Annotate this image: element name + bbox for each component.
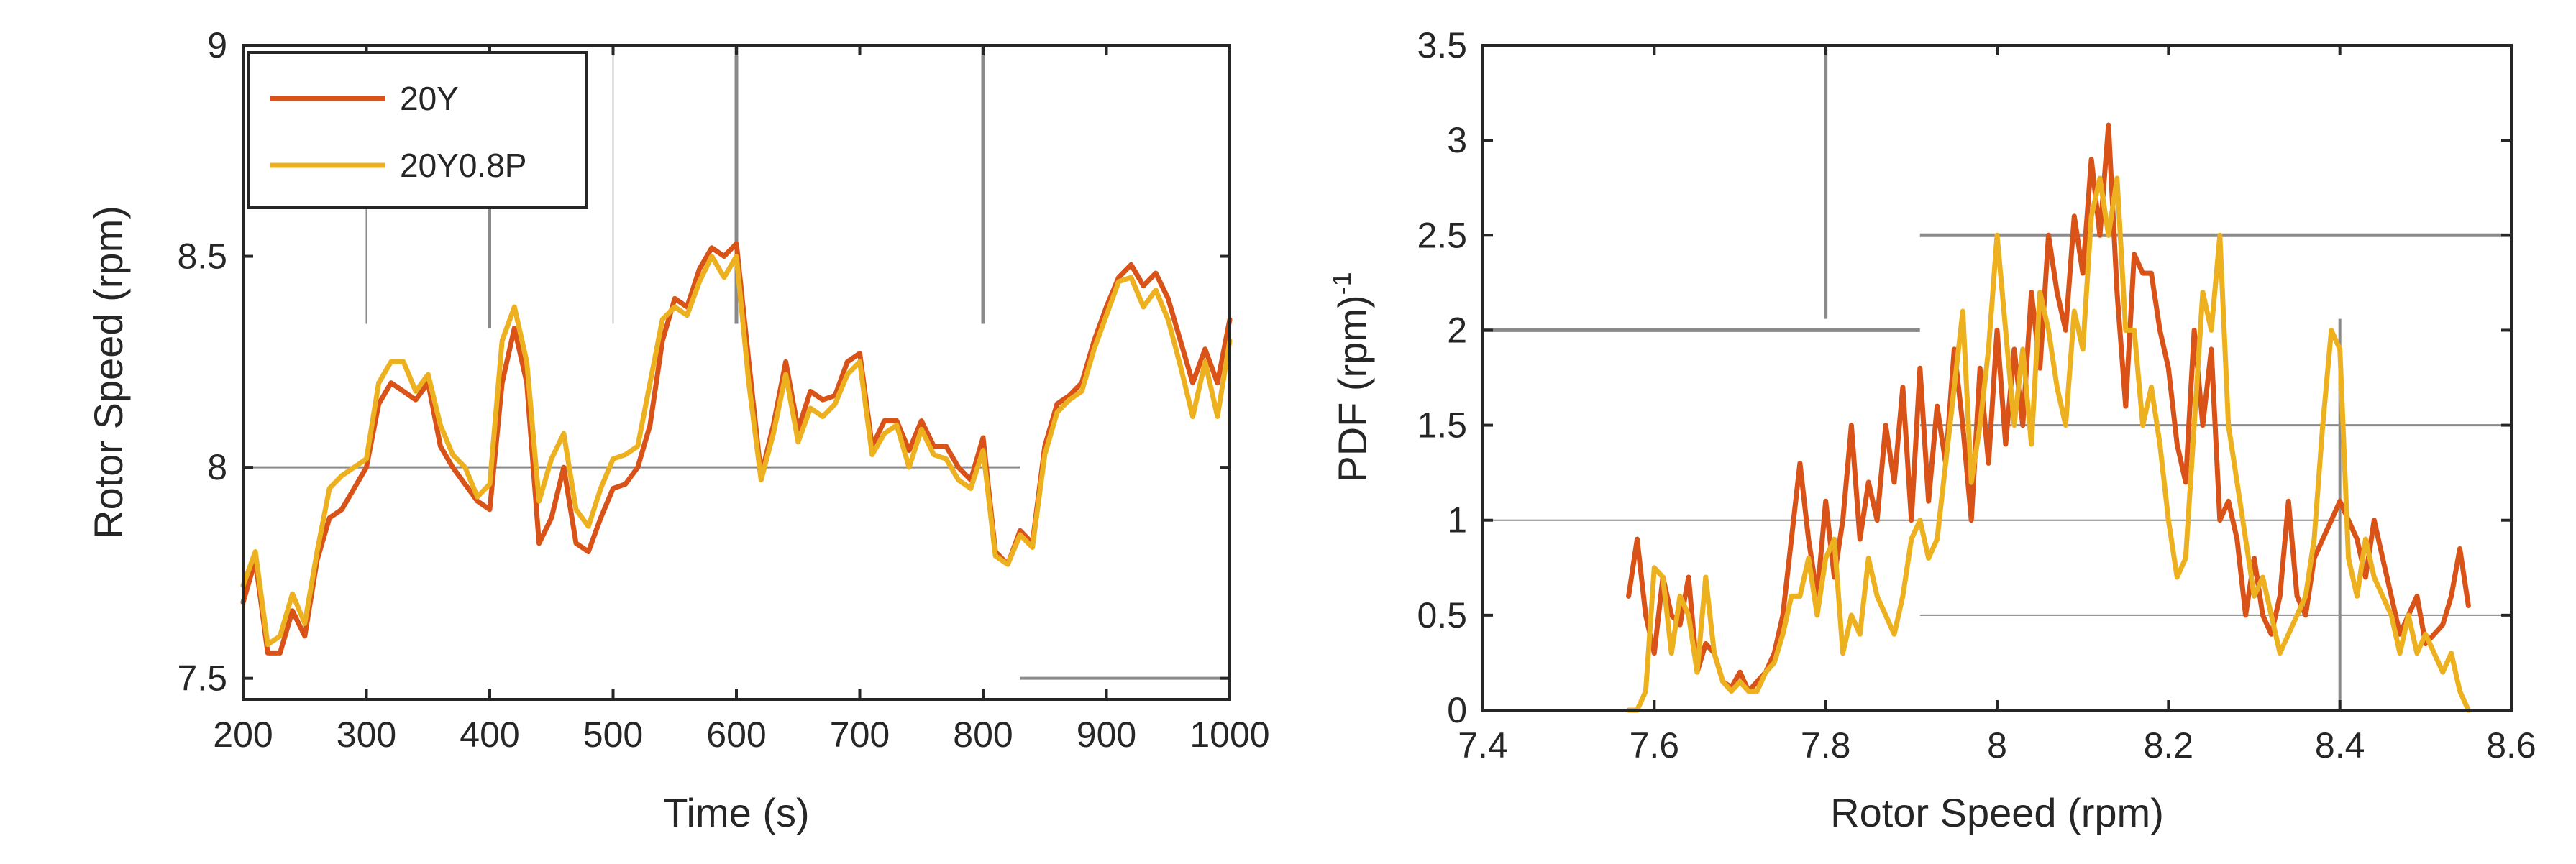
x-tick-label: 300 [337, 714, 396, 755]
y-ticks: 7.5 8 8.5 9 [177, 25, 1230, 699]
legend-label-20y: 20Y [400, 80, 459, 117]
y-tick-label: 3.5 [1417, 25, 1467, 65]
y-tick-label: 3 [1447, 120, 1467, 160]
x-tick-label: 900 [1077, 714, 1136, 755]
x-tick-label: 8.2 [2144, 725, 2194, 766]
plot-frame [1481, 44, 2513, 712]
y-axis-label-main: PDF (rpm) [1330, 295, 1375, 482]
x-tick-label: 600 [706, 714, 766, 755]
grid-artifacts [1483, 45, 2511, 710]
pdf-chart: 7.4 7.6 7.8 8 8.2 8.4 8.6 0 0.5 1 1.5 2 2.5 3 3.5 Rot… [1327, 25, 2536, 835]
y-tick-label: 8 [207, 447, 227, 487]
series-line-20y0-8p [1626, 175, 2471, 713]
y-tick-label: 7.5 [177, 658, 227, 699]
x-tick-label: 7.4 [1458, 725, 1508, 766]
series-line-20y [240, 241, 1233, 656]
y-tick-label: 2 [1447, 310, 1467, 350]
x-tick-label: 1000 [1189, 714, 1269, 755]
x-ticks: 200 300 400 500 600 700 800 900 1000 [213, 45, 1270, 755]
legend-label-20y0-8p: 20Y0.8P [400, 147, 526, 184]
x-tick-label: 700 [830, 714, 890, 755]
time-series-chart: 200 300 400 500 600 700 800 900 1000 7.5 8 8.5 9 Ti… [86, 25, 1270, 835]
x-axis-label: Rotor Speed (rpm) [1830, 790, 2164, 835]
x-tick-label: 8.4 [2315, 725, 2365, 766]
y-tick-label: 2.5 [1417, 215, 1467, 255]
x-tick-label: 400 [460, 714, 519, 755]
y-tick-label: 8.5 [177, 236, 227, 277]
series-lines [1626, 122, 2471, 713]
legend-box [247, 51, 588, 209]
x-axis-label: Time (s) [663, 790, 809, 835]
x-tick-label: 7.8 [1801, 725, 1851, 766]
x-ticks: 7.4 7.6 7.8 8 8.2 8.4 8.6 [1458, 45, 2536, 766]
x-tick-label: 8 [1987, 725, 2007, 766]
x-tick-label: 200 [213, 714, 273, 755]
legend: 20Y 20Y0.8P [247, 51, 588, 209]
x-tick-label: 800 [953, 714, 1013, 755]
y-tick-label: 9 [207, 25, 227, 65]
series-line-20y0-8p [240, 254, 1233, 648]
y-tick-label: 0 [1447, 690, 1467, 730]
y-tick-label: 1.5 [1417, 405, 1467, 446]
y-axis-label-exponent: -1 [1327, 272, 1356, 295]
y-tick-label: 0.5 [1417, 595, 1467, 635]
y-ticks: 0 0.5 1 1.5 2 2.5 3 3.5 [1417, 25, 2511, 730]
series-lines [240, 241, 1233, 656]
y-tick-label: 1 [1447, 500, 1467, 541]
x-tick-label: 7.6 [1630, 725, 1680, 766]
x-tick-label: 500 [583, 714, 643, 755]
x-tick-label: 8.6 [2486, 725, 2536, 766]
y-axis-label: Rotor Speed (rpm) [86, 206, 131, 539]
y-axis-label: PDF (rpm)-1 [1327, 272, 1375, 482]
